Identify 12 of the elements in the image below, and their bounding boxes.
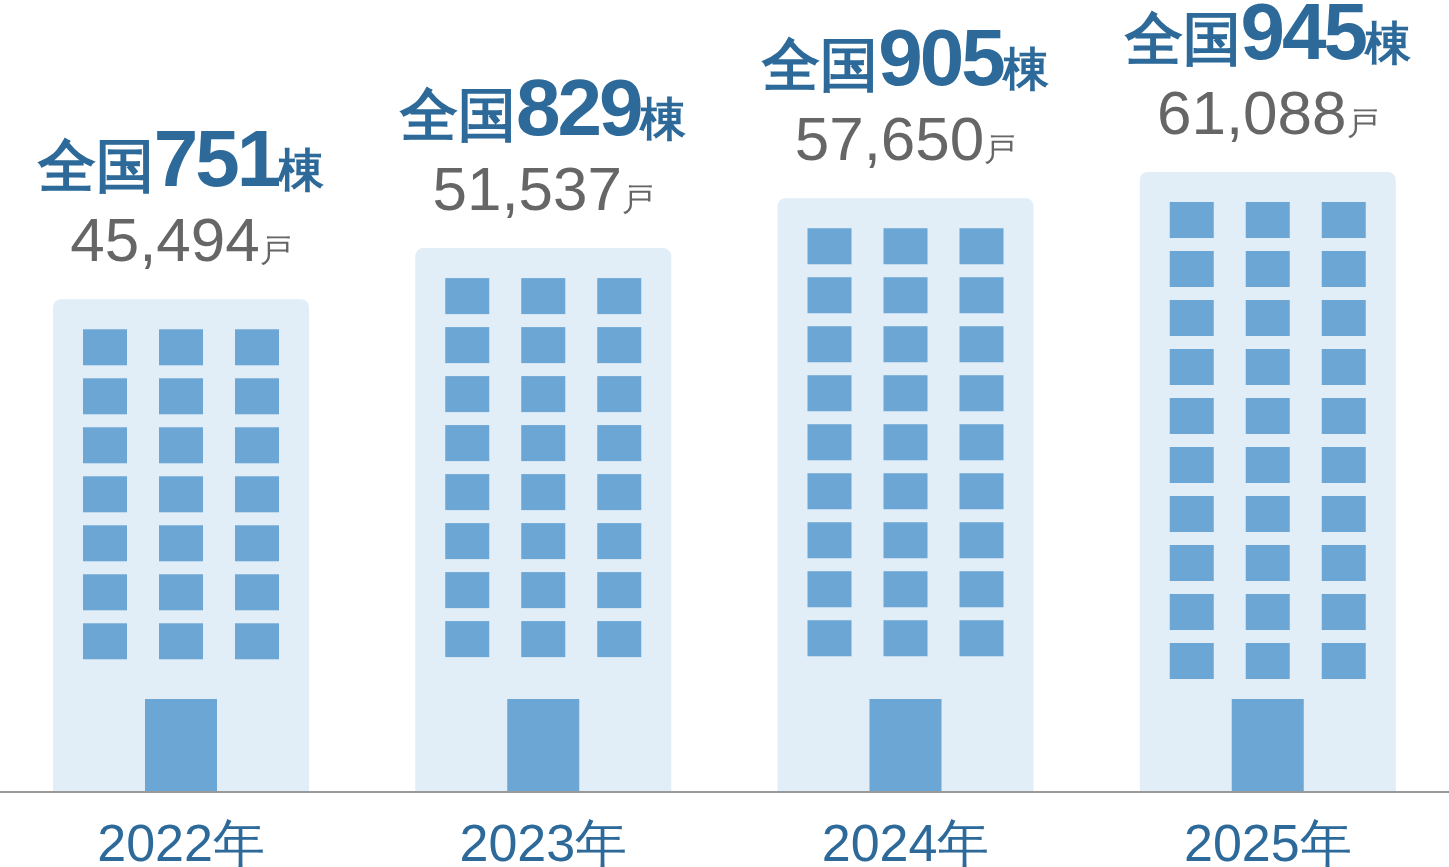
x-tick-label: 2024年	[821, 813, 990, 867]
data-label: 全国905棟	[761, 13, 1049, 103]
annotation: 61,088戸	[1156, 78, 1379, 147]
annotation: 51,537戸	[432, 154, 655, 224]
x-tick-label: 2025年	[1184, 813, 1352, 867]
x-tick-label: 2023年	[459, 813, 628, 867]
data-label: 全国945棟	[1123, 0, 1411, 76]
annotation: 45,494戸	[70, 205, 292, 275]
annotation: 57,650戸	[794, 104, 1017, 174]
x-tick-label: 2022年	[97, 813, 265, 867]
data-label: 全国829棟	[399, 63, 687, 153]
data-label: 全国751棟	[36, 114, 325, 204]
